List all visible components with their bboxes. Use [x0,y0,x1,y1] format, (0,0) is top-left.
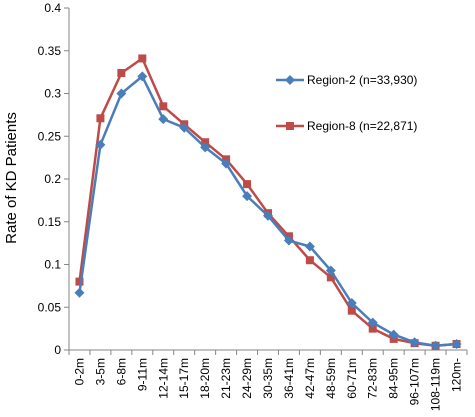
legend: Region-2 (n=33,930) Region-8 (n=22,871) [276,73,417,133]
data-point [75,277,84,286]
x-tick-label: 96-107m [408,358,422,405]
x-tick-label: 120m- [450,358,464,392]
x-tick-label: 9-11m [135,358,149,391]
data-point [409,337,420,348]
y-tick-label: 0.2 [44,172,61,186]
legend-marker [285,75,295,85]
y-tick-label: 0.35 [38,44,62,58]
y-tick-label: 0.3 [44,87,61,101]
data-point [242,191,253,202]
data-point [367,317,378,328]
x-tick-label: 36-41m [282,358,296,399]
axes [68,8,467,351]
y-tick-label: 0.05 [38,300,62,314]
legend-label: Region-2 (n=33,930) [307,73,417,87]
data-point [368,324,377,333]
y-tick-label: 0 [54,343,61,357]
x-tick-label: 18-20m [198,358,212,399]
data-point [451,339,462,350]
data-point [74,287,85,298]
data-point [158,114,169,125]
data-point [201,138,210,147]
x-tick-label: 3-5m [93,358,107,385]
y-tick-label: 0.15 [38,215,62,229]
data-point [243,180,252,189]
data-point [200,142,211,153]
series-2 [75,54,461,350]
x-tick-label: 30-35m [261,358,275,399]
data-point [283,235,294,246]
data-point [263,210,273,221]
data-point [116,88,127,99]
data-point [117,68,126,77]
x-tick-label: 108-119m [429,358,443,411]
data-point [96,114,105,123]
x-axis-ticks: 0-2m 3-5m 6-8m 9-11m 12-14m 15-17m 18-20m 21-23… [68,350,468,411]
data-point [305,256,314,265]
x-tick-label: 0-2m [72,358,86,385]
data-point [304,241,315,252]
data-point [95,139,106,150]
data-point [221,158,232,169]
series-1 [74,71,462,351]
y-axis-ticks: 0 0.05 0.1 0.15 0.2 0.25 0.3 0.35 0.4 [38,1,69,357]
series-group [74,54,462,351]
x-tick-label: 60-71m [345,358,359,399]
data-point [388,329,399,340]
x-tick-label: 42-47m [303,358,317,399]
x-tick-label: 6-8m [114,358,128,385]
y-tick-label: 0.1 [44,258,61,272]
data-point [430,340,441,351]
x-tick-label: 84-95m [387,358,401,399]
data-point [326,273,335,282]
x-tick-label: 12-14m [156,358,170,399]
x-tick-label: 72-83m [366,358,380,399]
data-point [346,297,357,308]
x-tick-label: 24-29m [240,358,254,399]
legend-label: Region-8 (n=22,871) [307,119,417,133]
data-point [179,122,190,133]
data-point [138,54,147,63]
series-line [78,57,457,347]
legend-marker [286,122,294,130]
x-tick-label: 21-23m [219,358,233,399]
data-point [325,265,336,276]
y-axis-title: Rate of KD Patients [3,112,20,244]
y-tick-label: 0.25 [38,129,62,143]
y-tick-label: 0.4 [44,1,61,15]
data-point [159,102,168,111]
data-point [347,306,356,315]
data-point [137,71,148,82]
x-tick-label: 48-59m [324,358,338,399]
x-tick-label: 15-17m [177,358,191,399]
